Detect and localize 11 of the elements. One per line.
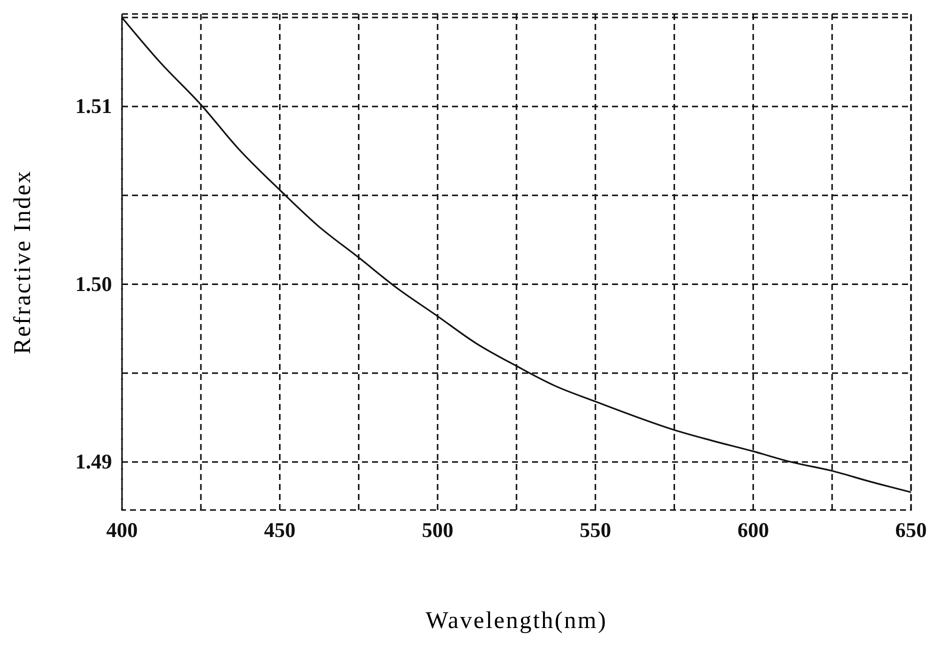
x-tick-label: 500	[422, 518, 454, 542]
x-axis-title: Wavelength(nm)	[426, 608, 608, 634]
x-tick-label: 650	[895, 518, 927, 542]
y-tick-label: 1.51	[75, 94, 112, 118]
x-tick-label: 400	[106, 518, 138, 542]
y-axis-title: Refractive Index	[10, 170, 36, 354]
y-tick-label: 1.50	[75, 272, 112, 296]
x-tick-label: 450	[264, 518, 296, 542]
y-tick-label: 1.49	[75, 450, 112, 474]
x-tick-label: 550	[580, 518, 612, 542]
x-tick-label: 600	[737, 518, 769, 542]
